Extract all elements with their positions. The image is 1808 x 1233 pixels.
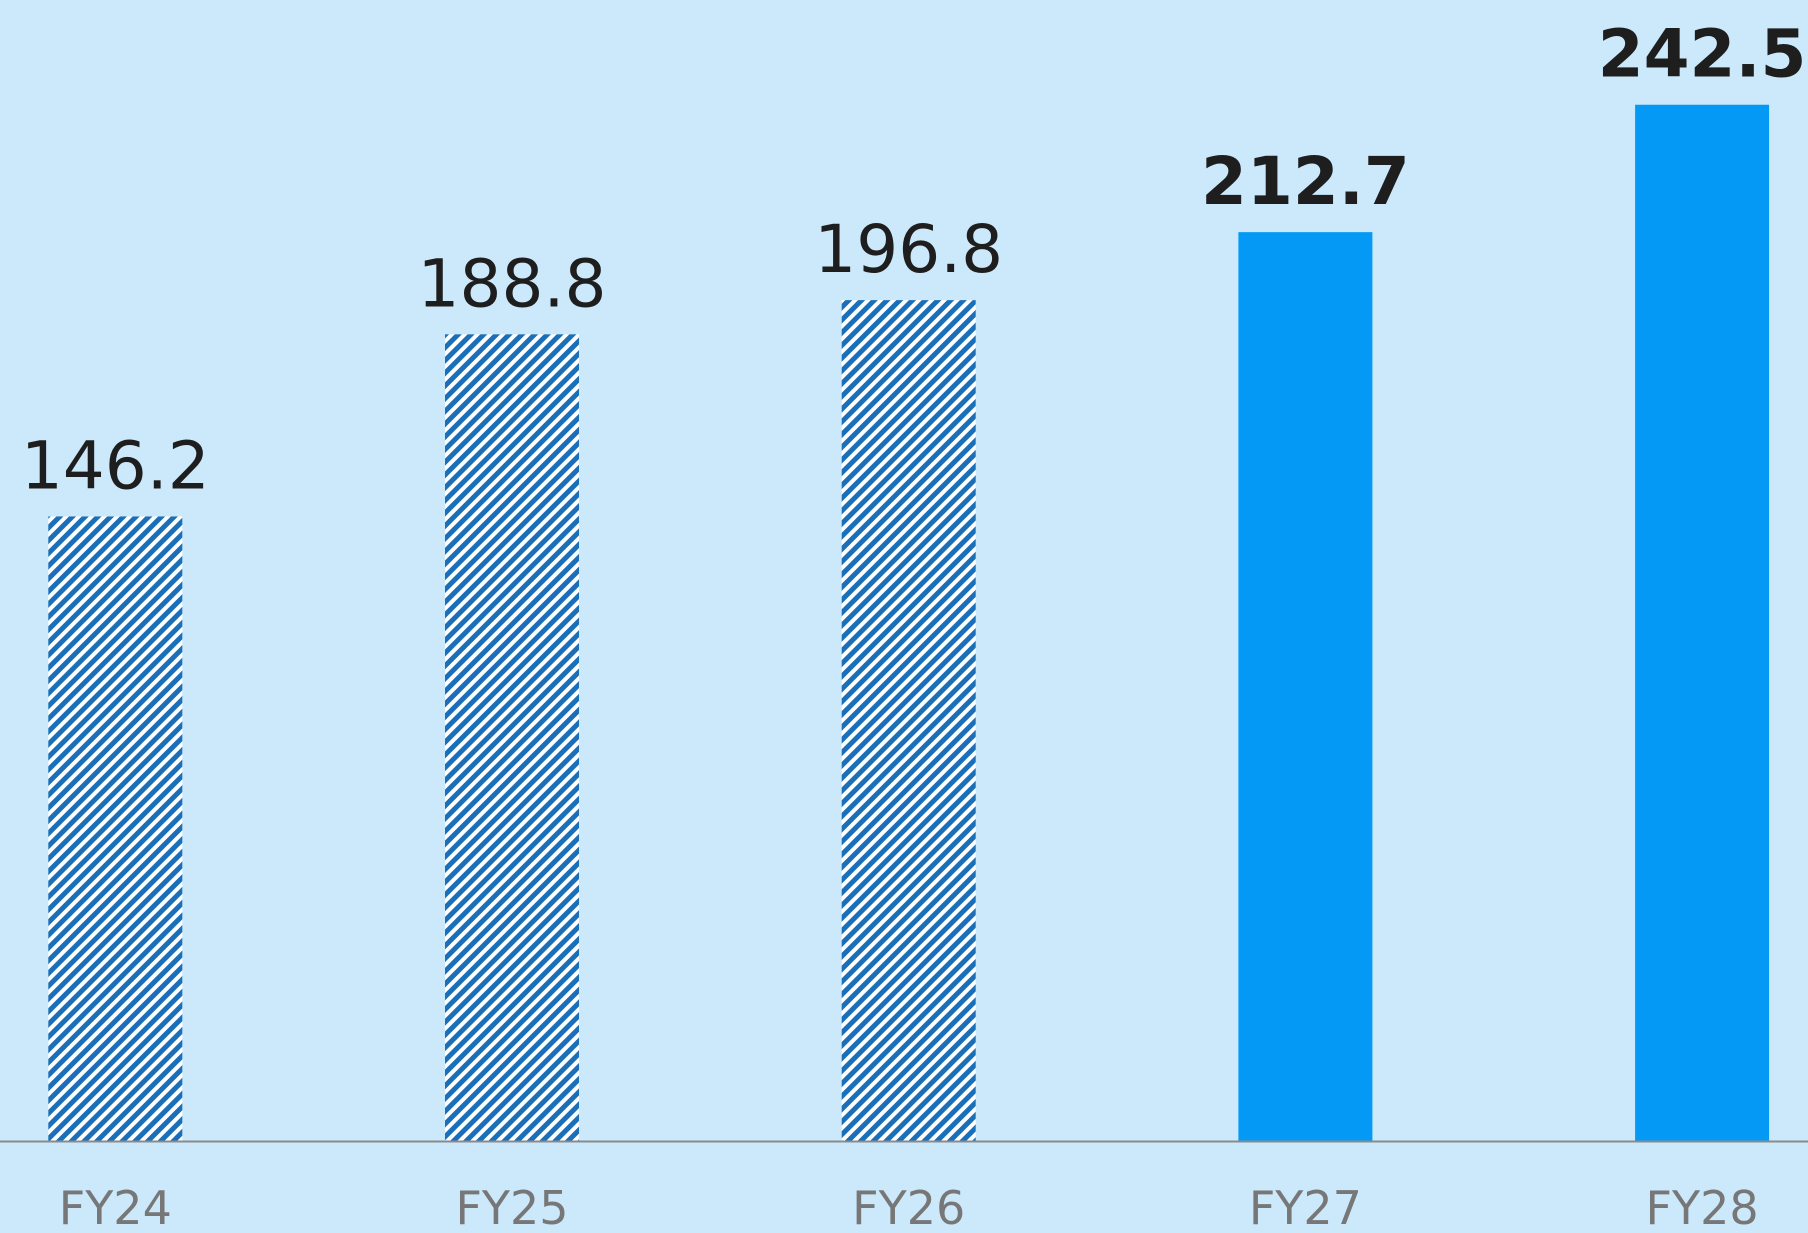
- value-label: 212.7: [1201, 143, 1410, 220]
- x-tick-label: FY24: [59, 1181, 172, 1233]
- value-label: 196.8: [814, 211, 1003, 288]
- bar: [1635, 104, 1770, 1142]
- x-tick-label: FY26: [852, 1181, 965, 1233]
- bar: [841, 300, 976, 1142]
- value-label: 146.2: [21, 427, 210, 504]
- value-label: 242.5: [1598, 16, 1807, 93]
- bar: [1238, 232, 1373, 1142]
- x-tick-label: FY25: [455, 1181, 568, 1233]
- bar: [48, 516, 183, 1142]
- bar: [445, 334, 579, 1142]
- x-tick-label: FY27: [1249, 1181, 1362, 1233]
- value-label: 188.8: [418, 245, 607, 322]
- x-tick-label: FY28: [1646, 1181, 1759, 1233]
